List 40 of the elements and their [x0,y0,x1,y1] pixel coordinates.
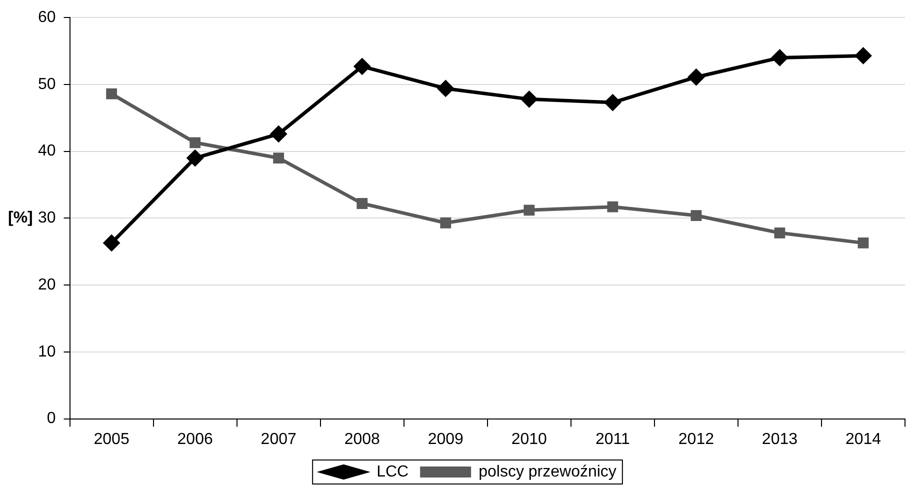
x-tick-label: 2010 [511,430,548,448]
x-tick-label: 2011 [595,430,630,448]
x-tick-label: 2009 [428,430,464,448]
point [771,49,788,66]
point [520,90,538,108]
point [774,227,786,238]
point [688,68,705,86]
x-tick-label: 2014 [845,430,882,448]
point [106,88,118,100]
x-tick-label: 2007 [260,430,296,448]
point [440,217,452,228]
y-tick-label: 10 [38,343,56,360]
point [356,198,368,209]
x-tick-label: 2008 [344,430,380,448]
x-tick-label: 2005 [94,430,130,448]
y-tick-label: 20 [38,276,56,294]
point [437,80,454,97]
point [854,47,872,64]
y-tick-label: 0 [46,410,56,428]
point [858,237,869,248]
point [186,150,204,167]
y-tick-label: 40 [38,142,56,160]
point [607,201,618,212]
y-tick-label: 60 [38,9,56,26]
point [524,204,535,216]
legend-label: LCC [376,463,409,480]
x-tick-label: 2006 [177,430,213,448]
x-tick-label: 2013 [762,430,798,448]
y-tick-label: 30 [38,210,56,227]
legend-label: polscy przewoźnicy [478,463,616,480]
y-tick-label: 50 [38,76,56,93]
point [103,234,120,252]
x-tick-label: 2012 [678,430,714,448]
point [604,94,622,112]
point [270,125,288,142]
point [190,137,201,148]
point [354,58,371,75]
y-axis-title: [%] [8,210,33,227]
point [273,152,284,164]
point [690,210,702,221]
